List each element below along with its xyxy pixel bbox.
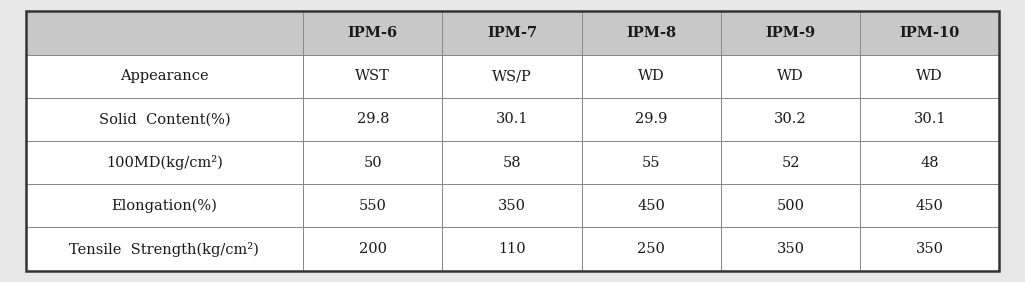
Bar <box>581 54 721 98</box>
Text: IPM-6: IPM-6 <box>347 26 398 40</box>
Bar <box>721 11 860 54</box>
Bar <box>443 184 581 228</box>
Text: WS/P: WS/P <box>492 69 532 83</box>
Text: Elongation(%): Elongation(%) <box>112 199 217 213</box>
Text: Solid  Content(%): Solid Content(%) <box>98 113 231 126</box>
Bar <box>721 228 860 271</box>
Bar <box>581 141 721 184</box>
Text: WD: WD <box>916 69 943 83</box>
Bar <box>443 141 581 184</box>
Text: IPM-8: IPM-8 <box>626 26 676 40</box>
Text: 50: 50 <box>364 156 382 169</box>
Bar <box>721 98 860 141</box>
Text: 30.1: 30.1 <box>913 113 946 126</box>
Text: IPM-7: IPM-7 <box>487 26 537 40</box>
Bar <box>860 54 999 98</box>
Bar <box>721 54 860 98</box>
Bar <box>581 98 721 141</box>
Bar <box>860 11 999 54</box>
Bar <box>303 228 443 271</box>
Bar <box>303 11 443 54</box>
Bar <box>303 98 443 141</box>
Text: 110: 110 <box>498 242 526 256</box>
Text: 450: 450 <box>915 199 944 213</box>
Text: 58: 58 <box>502 156 522 169</box>
Bar <box>443 11 581 54</box>
Bar <box>26 98 303 141</box>
Bar <box>443 54 581 98</box>
Text: 200: 200 <box>359 242 386 256</box>
Text: WD: WD <box>777 69 804 83</box>
Bar <box>443 98 581 141</box>
Text: 29.9: 29.9 <box>636 113 667 126</box>
Text: 350: 350 <box>915 242 944 256</box>
Text: 450: 450 <box>638 199 665 213</box>
Bar <box>26 11 303 54</box>
Bar <box>860 141 999 184</box>
Text: 55: 55 <box>642 156 660 169</box>
Text: WD: WD <box>638 69 664 83</box>
Text: 350: 350 <box>498 199 526 213</box>
Bar <box>581 228 721 271</box>
Text: 29.8: 29.8 <box>357 113 390 126</box>
Text: 100MD(kg/cm²): 100MD(kg/cm²) <box>106 155 222 170</box>
Bar <box>721 141 860 184</box>
Bar <box>443 228 581 271</box>
Text: 250: 250 <box>638 242 665 256</box>
Text: 30.1: 30.1 <box>496 113 528 126</box>
Text: 52: 52 <box>781 156 800 169</box>
Bar <box>26 141 303 184</box>
Bar <box>26 54 303 98</box>
Bar <box>860 98 999 141</box>
Bar <box>581 11 721 54</box>
Bar <box>721 184 860 228</box>
Text: Appearance: Appearance <box>120 69 209 83</box>
Bar <box>26 228 303 271</box>
Text: IPM-9: IPM-9 <box>766 26 816 40</box>
Bar <box>303 54 443 98</box>
Text: WST: WST <box>356 69 391 83</box>
Bar <box>26 184 303 228</box>
Bar <box>303 141 443 184</box>
Text: 550: 550 <box>359 199 386 213</box>
Text: 500: 500 <box>777 199 805 213</box>
Text: 350: 350 <box>777 242 805 256</box>
Bar <box>303 184 443 228</box>
Text: 48: 48 <box>920 156 939 169</box>
Bar <box>581 184 721 228</box>
Bar <box>860 184 999 228</box>
Text: Tensile  Strength(kg/cm²): Tensile Strength(kg/cm²) <box>70 242 259 257</box>
Text: IPM-10: IPM-10 <box>900 26 959 40</box>
Text: 30.2: 30.2 <box>774 113 807 126</box>
Bar <box>860 228 999 271</box>
